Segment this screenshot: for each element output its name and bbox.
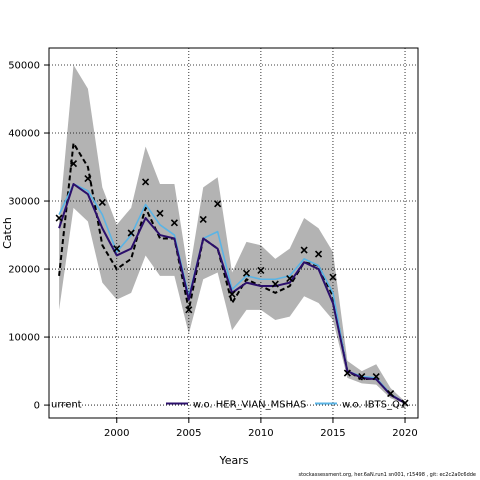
y-axis-ticks: 0 10000 20000 30000 40000 50000 — [8, 61, 49, 412]
legend-item-1: w.o. HER_VIAN_MSHAS — [166, 400, 306, 411]
legend-label: w.o. IBTS_Q1 — [342, 400, 406, 411]
observed-point — [372, 372, 380, 381]
series-lines — [58, 142, 406, 404]
y-tick-label: 20000 — [8, 265, 40, 276]
observed-point — [55, 214, 63, 222]
observed-point — [286, 275, 294, 283]
watermark-text: stockassessment.org, her.6aN.run1 sn001,… — [298, 472, 476, 478]
observed-point — [84, 175, 92, 183]
y-tick-label: 40000 — [8, 129, 40, 140]
observed-point — [228, 290, 236, 298]
observed-point — [199, 215, 207, 223]
observed-point — [343, 369, 351, 377]
legend-label: urrent — [51, 400, 82, 411]
y-tick-label: 30000 — [8, 197, 40, 208]
x-tick-label: 2000 — [104, 428, 129, 439]
x-tick-label: 2010 — [248, 428, 273, 439]
observed-point — [242, 269, 251, 277]
observed-point — [127, 229, 135, 237]
series-line-1 — [58, 183, 406, 404]
observed-point — [170, 219, 178, 227]
observed-point — [98, 198, 106, 206]
observed-point — [69, 160, 78, 168]
confidence-band — [59, 65, 406, 404]
y-tick-label: 50000 — [8, 61, 40, 72]
observed-point — [257, 266, 265, 274]
observed-point — [113, 245, 121, 253]
legend-item-2: w.o. IBTS_Q1 — [315, 400, 406, 411]
legend-label: w.o. HER_VIAN_MSHAS — [193, 400, 306, 411]
observed-point — [358, 372, 366, 381]
observed-point — [142, 178, 150, 186]
x-tick-label: 2005 — [176, 428, 201, 439]
observed-point — [271, 280, 279, 288]
x-axis-label: Years — [218, 454, 248, 467]
legend-item-0: urrent — [51, 400, 82, 411]
observed-point — [156, 209, 164, 217]
observed-point — [214, 200, 222, 208]
observed-points — [55, 160, 409, 407]
x-tick-label: 2020 — [392, 428, 417, 439]
legend: urrent w.o. HER_VIAN_MSHAS w.o. IBTS_Q1 — [51, 400, 406, 411]
y-tick-label: 0 — [34, 401, 40, 412]
observed-point — [387, 389, 395, 398]
observed-point — [401, 399, 409, 407]
y-tick-label: 10000 — [8, 333, 40, 344]
confidence-band-area — [59, 65, 406, 404]
x-tick-label: 2015 — [320, 428, 345, 439]
observed-point — [185, 306, 193, 314]
x-axis-ticks: 2000 2005 2010 2015 2020 — [104, 418, 418, 439]
y-axis-label: Catch — [1, 217, 14, 249]
plot-frame — [48, 47, 419, 419]
observed-point — [300, 246, 308, 254]
observed-point — [329, 273, 337, 281]
observed-point — [314, 250, 323, 258]
